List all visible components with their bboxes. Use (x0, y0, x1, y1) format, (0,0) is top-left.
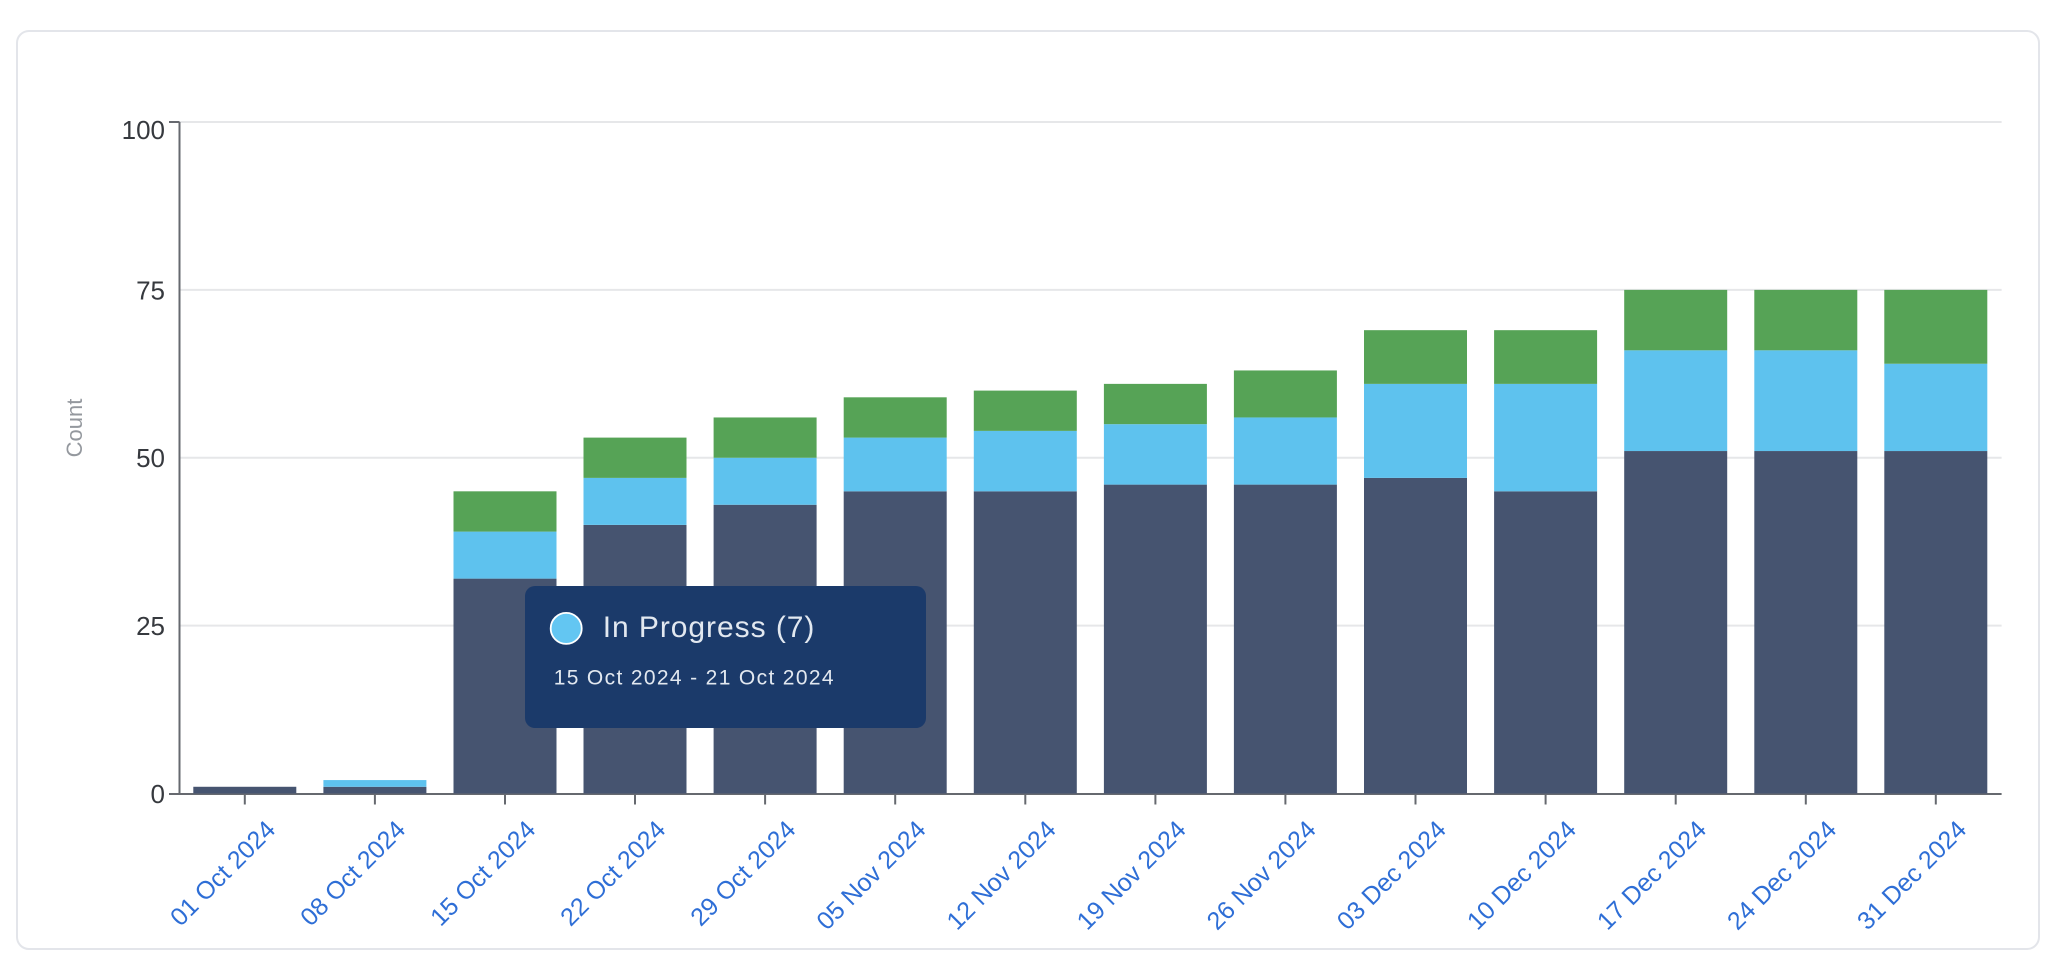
svg-text:Count: Count (62, 399, 87, 458)
svg-text:0: 0 (151, 779, 165, 809)
svg-text:50: 50 (136, 443, 165, 473)
svg-text:100: 100 (122, 115, 165, 145)
svg-text:25: 25 (136, 611, 165, 641)
svg-text:15 Oct 2024 - 21 Oct 2024: 15 Oct 2024 - 21 Oct 2024 (554, 667, 835, 690)
svg-text:75: 75 (136, 275, 165, 305)
svg-text:In Progress (7): In Progress (7) (603, 611, 816, 644)
